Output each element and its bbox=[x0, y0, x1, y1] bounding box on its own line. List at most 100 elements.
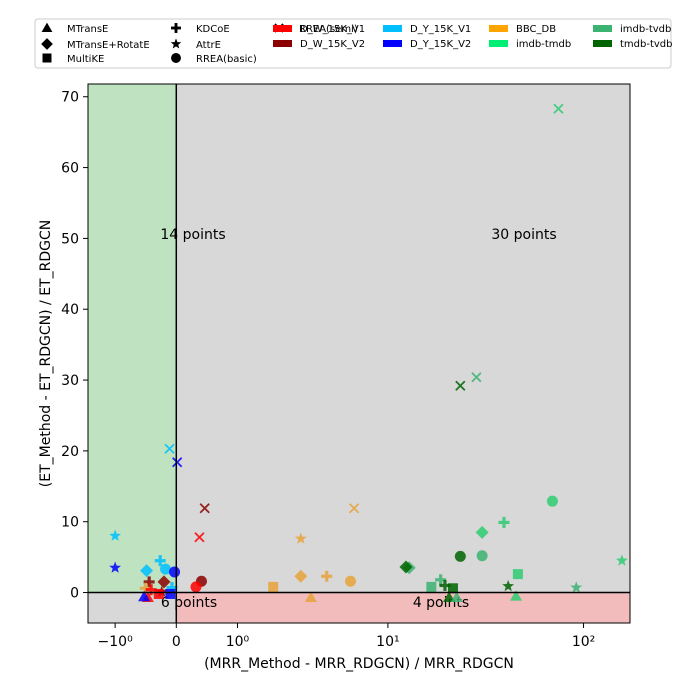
data-point-17 bbox=[154, 555, 166, 567]
legend-label-6: RREA(basic) bbox=[196, 54, 257, 65]
data-point-2 bbox=[471, 372, 482, 383]
y-tick-label-6: 50 bbox=[61, 231, 79, 247]
legend-label-1: MTransE bbox=[67, 24, 108, 35]
data-point-26 bbox=[294, 569, 308, 583]
legend-swatch-3 bbox=[383, 25, 402, 32]
legend-marker-1 bbox=[41, 22, 53, 33]
axes: −10⁰ 0 10⁰ 10¹ 10² 0 10 20 30 40 50 60 70 bbox=[61, 90, 595, 650]
legend-dataset-label-7: imdb-tvdb bbox=[620, 24, 671, 35]
data-point-35 bbox=[268, 581, 279, 592]
legend-label-2: MTransE+RotatE bbox=[67, 40, 150, 51]
legend-swatch-4 bbox=[383, 40, 402, 47]
data-point-44 bbox=[165, 588, 176, 599]
data-point-13 bbox=[294, 532, 307, 544]
y-tick-label-7: 60 bbox=[61, 161, 79, 177]
y-tick-label-2: 10 bbox=[61, 515, 79, 531]
data-point-50 bbox=[510, 590, 523, 601]
data-point-5 bbox=[172, 457, 183, 468]
legend-swatch-1 bbox=[273, 25, 292, 32]
data-point-47 bbox=[304, 591, 317, 603]
legend-swatch-5 bbox=[489, 25, 508, 32]
data-point-24 bbox=[512, 569, 523, 580]
plot-frame bbox=[87, 83, 631, 624]
legend-dataset-label-6: imdb-tmdb bbox=[516, 39, 571, 50]
y-tick-label-3: 20 bbox=[61, 444, 79, 460]
quadrant-bottom-right bbox=[176, 592, 630, 623]
legend-marker-2 bbox=[41, 38, 53, 50]
x-tick-label-1: −10⁰ bbox=[98, 634, 134, 650]
legend-box bbox=[34, 18, 672, 69]
data-point-6 bbox=[199, 503, 210, 514]
data-point-15 bbox=[454, 550, 466, 562]
legend-marker-5 bbox=[170, 38, 182, 49]
legend-dataset-label-3: D_Y_15K_V1 bbox=[410, 24, 471, 35]
data-point-30 bbox=[157, 575, 171, 589]
y-axis-label: (ET_Method - ET_RDGCN) / ET_RDGCN bbox=[38, 220, 54, 487]
legend-marker-6 bbox=[171, 53, 181, 63]
data-point-32 bbox=[502, 579, 515, 592]
y-tick-label-8: 70 bbox=[61, 90, 79, 106]
data-point-48 bbox=[443, 591, 456, 603]
data-point-31 bbox=[143, 576, 155, 588]
y-tick-label-5: 40 bbox=[61, 302, 79, 318]
x-tick-label-3: 10⁰ bbox=[226, 634, 250, 650]
data-point-4 bbox=[164, 443, 175, 454]
data-point-22 bbox=[140, 564, 154, 578]
legend-swatch-8 bbox=[593, 40, 612, 47]
quadrant-top-right bbox=[176, 84, 630, 593]
data-point-3 bbox=[455, 380, 466, 391]
x-axis-label: (MRR_Method - MRR_RDGCN) / MRR_RDGCN bbox=[204, 656, 514, 672]
legend-marker-4 bbox=[171, 23, 181, 33]
legend-dataset-label-1: D_W_15K_V1 bbox=[300, 24, 365, 35]
legend-dataset-label-5: BBC_DB bbox=[516, 24, 556, 35]
data-point-21 bbox=[160, 563, 172, 575]
data-point-14 bbox=[476, 550, 488, 562]
data-point-43 bbox=[153, 588, 164, 599]
data-point-1 bbox=[553, 103, 564, 114]
legend-label-7: RREA(semi) bbox=[299, 24, 358, 35]
legend-label-3: MultiKE bbox=[67, 54, 104, 65]
data-point-16 bbox=[616, 554, 628, 566]
data-point-18 bbox=[109, 561, 122, 573]
data-point-23 bbox=[169, 566, 181, 578]
data-point-11 bbox=[475, 525, 489, 539]
data-point-10 bbox=[498, 516, 510, 528]
legend-swatch-2 bbox=[273, 40, 292, 47]
legend-dataset-label-2: D_W_15K_V2 bbox=[300, 39, 365, 50]
data-point-28 bbox=[344, 575, 356, 587]
quadrant-top-left-label: 14 points bbox=[160, 227, 225, 243]
legend-label-4: KDCoE bbox=[196, 24, 230, 35]
x-tick-label-4: 10¹ bbox=[376, 634, 399, 650]
legend-dataset-label-4: D_Y_15K_V2 bbox=[410, 39, 471, 50]
quadrant-bottom-right-label: 4 points bbox=[413, 595, 469, 611]
data-point-8 bbox=[194, 532, 205, 543]
x-tick-label-2: 0 bbox=[172, 634, 181, 650]
y-tick-label-4: 30 bbox=[61, 373, 79, 389]
x-tick-label-5: 10² bbox=[572, 634, 595, 650]
data-point-34 bbox=[570, 581, 583, 593]
legend-label-5: AttrE bbox=[196, 40, 221, 51]
data-point-38 bbox=[190, 581, 202, 593]
legend-swatch-6 bbox=[489, 40, 508, 47]
quadrant-top-left bbox=[88, 84, 177, 593]
data-point-46 bbox=[138, 590, 151, 602]
data-point-27 bbox=[435, 574, 447, 586]
quadrant-bottom-left-label: 6 points bbox=[161, 595, 217, 611]
data-point-49 bbox=[450, 591, 463, 603]
quadrant-top-right-label: 30 points bbox=[491, 227, 556, 243]
data-point-7 bbox=[348, 503, 360, 514]
legend: MTransE MTransE+RotatE MultiKE KDCoE AttrE RR… bbox=[34, 18, 673, 69]
data-point-9 bbox=[546, 495, 558, 507]
legend-dataset-label-8: tmdb-tvdb bbox=[620, 39, 673, 50]
legend-marker-3 bbox=[42, 53, 52, 63]
data-point-36 bbox=[426, 581, 437, 592]
y-tick-label-1: 0 bbox=[70, 586, 79, 602]
plot-area: 14 points 30 points 6 points 4 points bbox=[87, 83, 631, 624]
data-point-20 bbox=[399, 560, 413, 574]
legend-swatch-7 bbox=[593, 25, 612, 32]
data-point-37 bbox=[447, 583, 458, 594]
data-point-25 bbox=[321, 570, 333, 582]
points-layer bbox=[109, 103, 628, 603]
data-point-12 bbox=[109, 529, 122, 541]
